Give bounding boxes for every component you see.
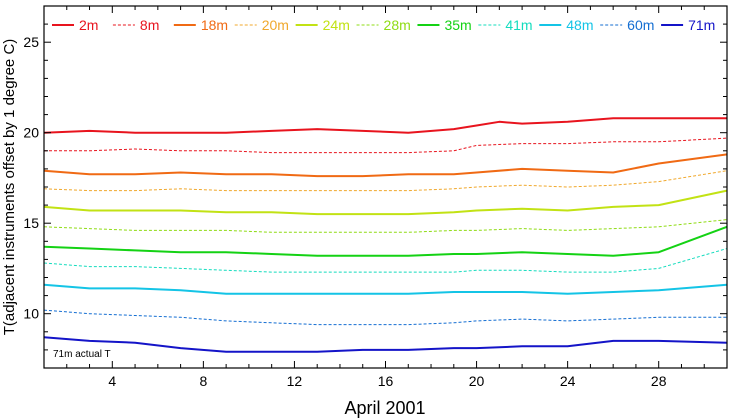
series-line-71m — [43, 336, 728, 353]
legend-label-28m: 28m — [384, 17, 411, 33]
series-line-28m — [43, 219, 728, 233]
plot-area — [43, 117, 728, 353]
x-tick-label: 28 — [651, 373, 667, 389]
legend-label-60m: 60m — [627, 17, 654, 33]
y-axis-title: T(adjacent instruments offset by 1 degre… — [1, 39, 18, 336]
legend: 2m 8m 18m 20m 24m 28m 35m 41m 48m 60m 71m — [52, 17, 715, 33]
x-tick-label: 24 — [560, 373, 576, 389]
series-line-20m — [43, 170, 728, 192]
series-line-2m — [43, 117, 727, 134]
x-axis-title: April 2001 — [344, 398, 425, 418]
y-tick-label: 10 — [23, 306, 39, 322]
y-tick-label: 25 — [23, 34, 39, 50]
series-line-60m — [43, 309, 727, 326]
y-tick-label: 15 — [23, 215, 39, 231]
legend-label-24m: 24m — [323, 17, 350, 33]
x-tick-label: 8 — [199, 373, 207, 389]
legend-label-35m: 35m — [444, 17, 471, 33]
legend-label-8m: 8m — [140, 17, 159, 33]
y-tick-label: 20 — [23, 125, 39, 141]
x-tick-label: 4 — [108, 373, 116, 389]
legend-label-71m: 71m — [688, 17, 715, 33]
plot-frame — [43, 5, 728, 369]
legend-label-18m: 18m — [201, 17, 228, 33]
legend-label-41m: 41m — [505, 17, 532, 33]
annotation-71m-actual: 71m actual T — [53, 349, 111, 360]
series-line-41m — [43, 248, 728, 273]
legend-label-48m: 48m — [566, 17, 593, 33]
series-line-18m — [43, 153, 728, 178]
series-line-8m — [44, 137, 728, 154]
x-tick-label: 20 — [469, 373, 485, 389]
series-line-48m — [43, 283, 728, 295]
x-tick-label: 16 — [378, 373, 394, 389]
series-line-35m — [43, 225, 728, 257]
axis-ticks: 4 8 12 16 20 24 28 10 15 20 25 — [23, 5, 728, 389]
legend-label-2m: 2m — [79, 17, 98, 33]
series-line-24m — [43, 189, 728, 216]
legend-label-20m: 20m — [262, 17, 289, 33]
x-tick-label: 12 — [287, 373, 303, 389]
